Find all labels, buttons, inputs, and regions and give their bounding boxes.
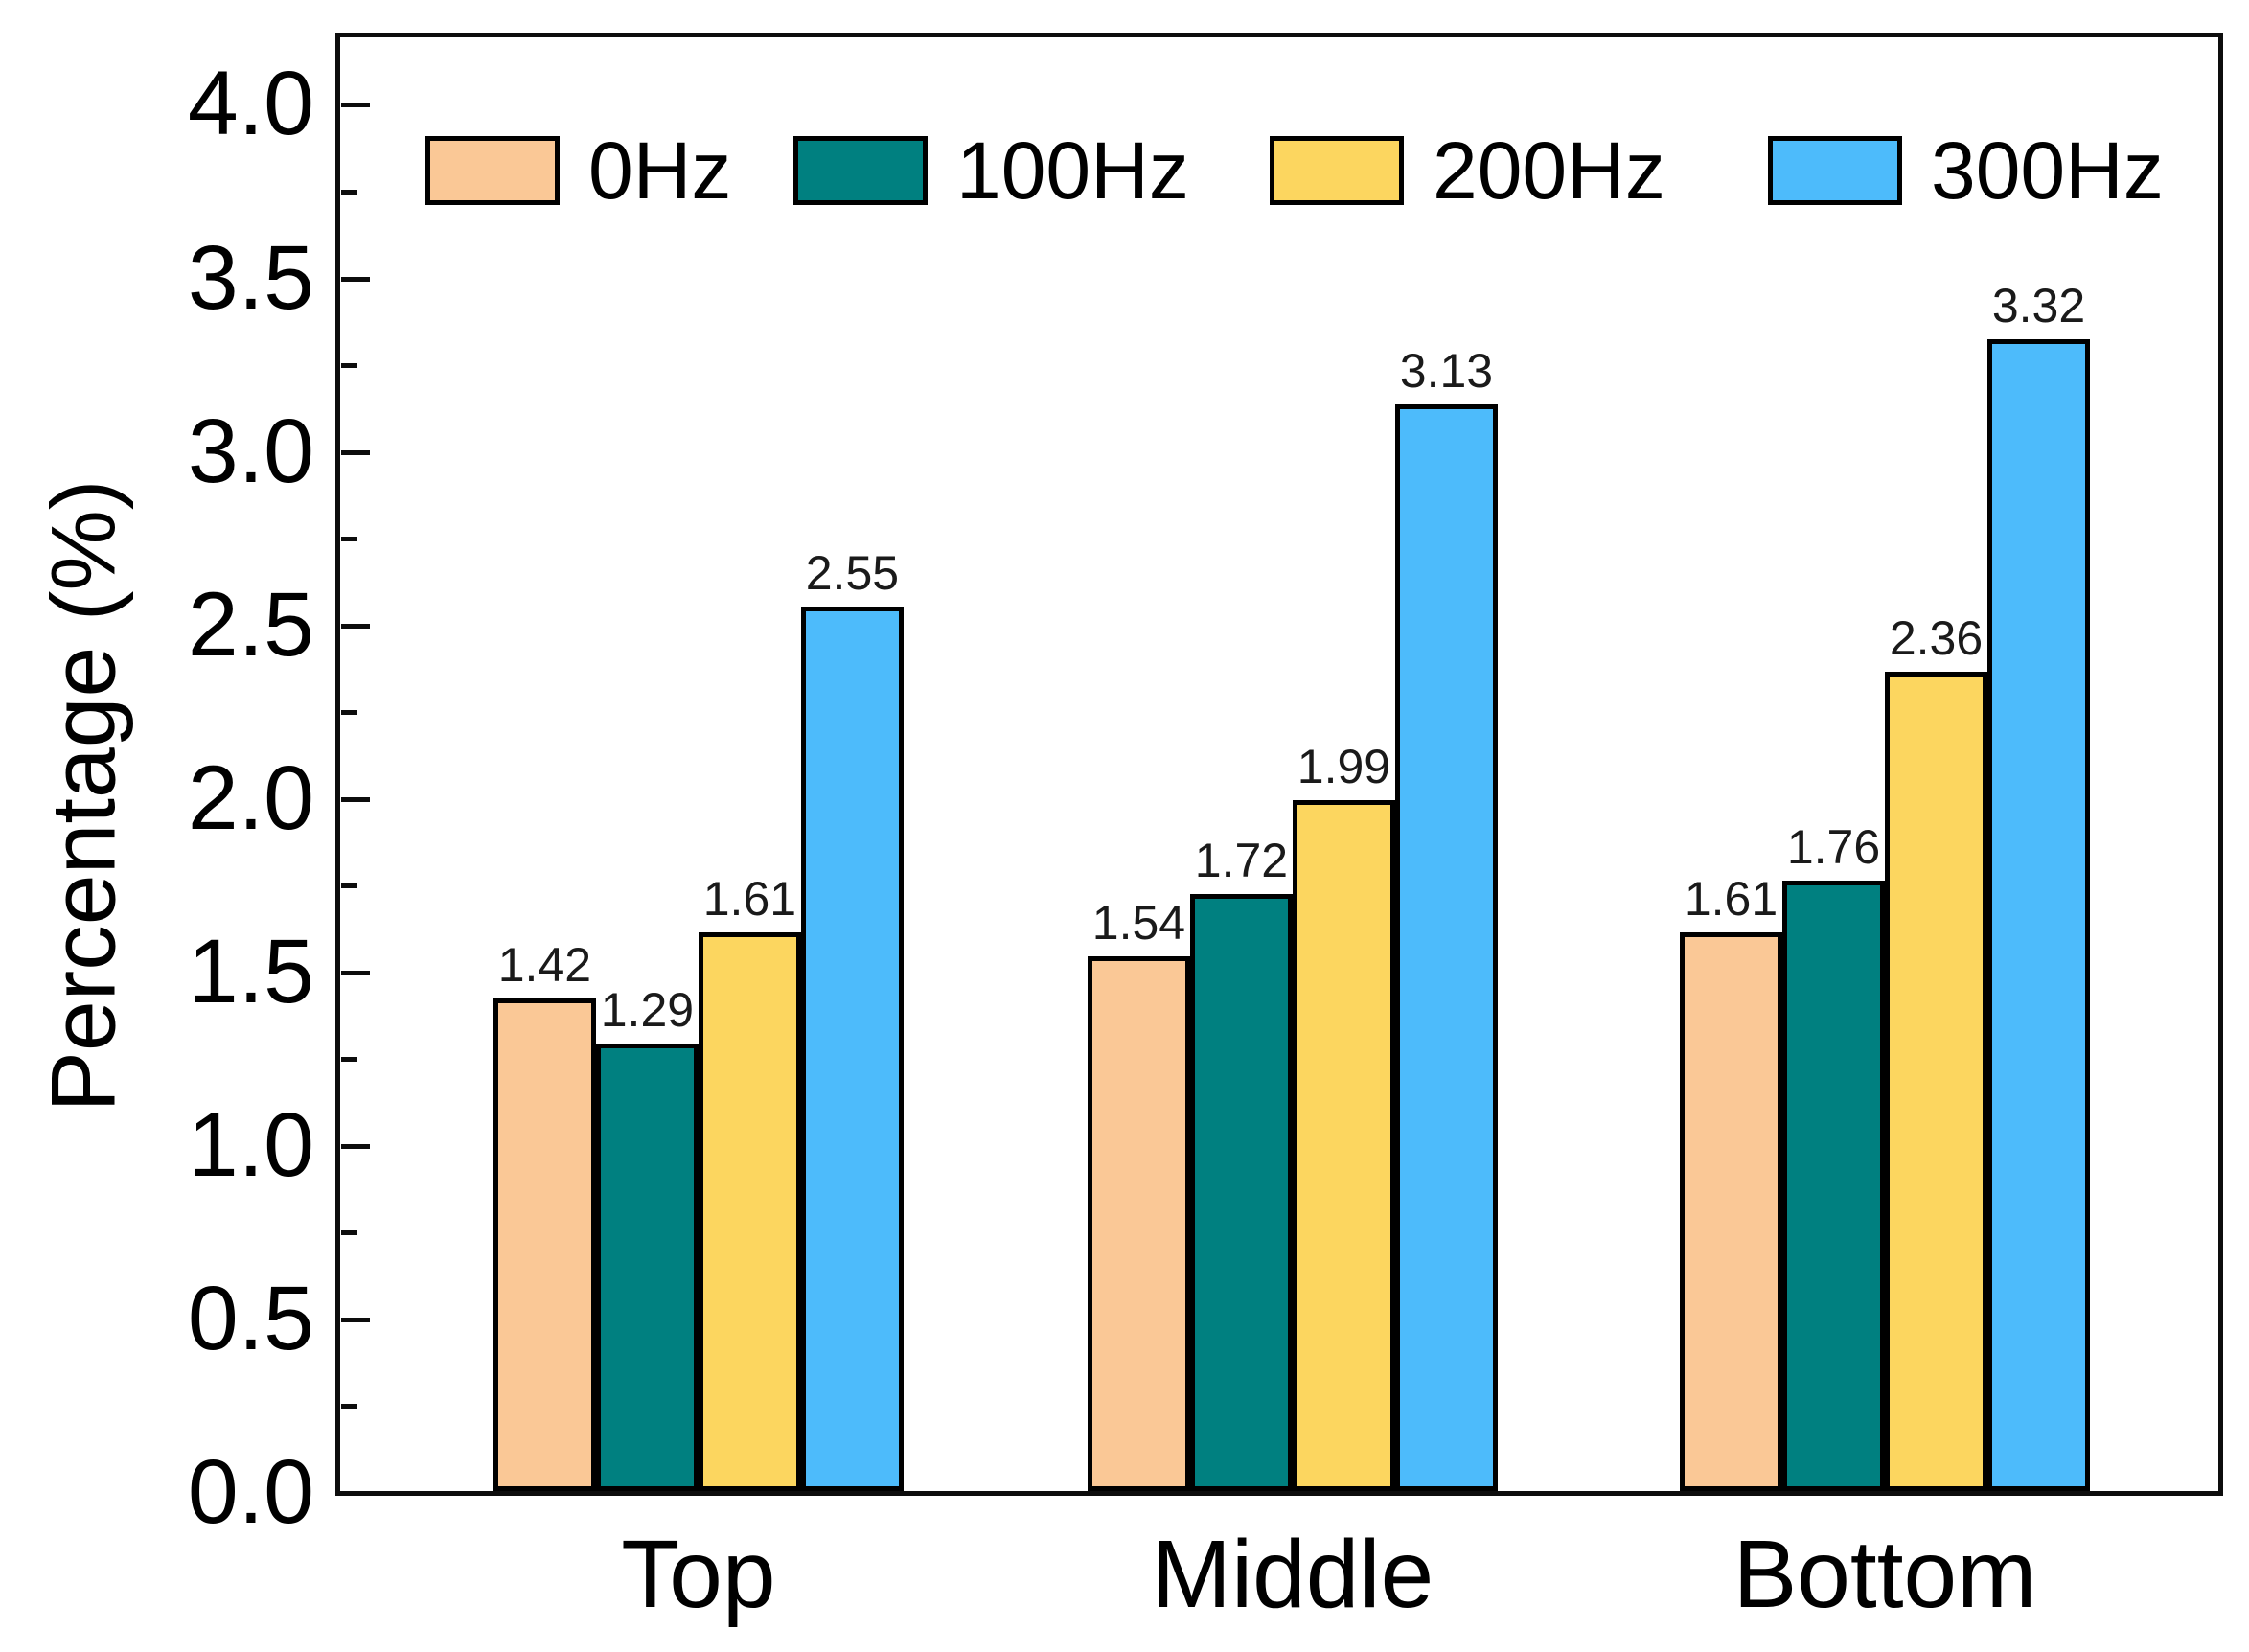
y-major-tick xyxy=(341,449,370,455)
y-tick-label: 0.5 xyxy=(187,1267,314,1369)
bar-value-label: 3.13 xyxy=(1399,344,1494,399)
bar-bottom-200hz xyxy=(1885,672,1987,1491)
legend-label: 200Hz xyxy=(1433,126,1665,216)
legend-swatch-200hz xyxy=(1270,136,1404,205)
legend-label: 100Hz xyxy=(956,126,1189,216)
y-tick-label: 3.5 xyxy=(187,226,314,329)
y-major-tick xyxy=(341,970,370,975)
bar-value-label: 1.76 xyxy=(1786,819,1881,874)
bar-value-label: 1.99 xyxy=(1297,740,1391,794)
bar-bottom-300hz xyxy=(1987,338,2090,1491)
y-minor-tick xyxy=(341,883,357,889)
y-tick-label: 4.0 xyxy=(187,53,314,155)
bar-middle-100hz xyxy=(1189,894,1293,1491)
x-category-label: Bottom xyxy=(1733,1521,2037,1628)
bar-value-label: 1.61 xyxy=(702,871,797,926)
y-tick-label: 1.0 xyxy=(187,1093,314,1196)
y-tick-label: 2.0 xyxy=(187,746,314,849)
bar-value-label: 1.72 xyxy=(1194,834,1289,888)
legend-item-100hz: 100Hz xyxy=(793,130,1189,211)
bar-value-label: 2.36 xyxy=(1889,611,1984,666)
y-minor-tick xyxy=(341,537,357,542)
bar-value-label: 1.42 xyxy=(497,937,592,992)
bar-value-label: 3.32 xyxy=(1991,278,2086,333)
bar-bottom-100hz xyxy=(1782,880,1885,1491)
legend-item-300hz: 300Hz xyxy=(1768,130,2164,211)
y-major-tick xyxy=(341,1317,370,1322)
legend-label: 300Hz xyxy=(1931,126,2164,216)
y-major-tick xyxy=(341,103,370,108)
bar-middle-200hz xyxy=(1292,800,1395,1491)
y-tick-label: 2.5 xyxy=(187,573,314,676)
y-major-tick xyxy=(341,1143,370,1149)
bar-middle-0hz xyxy=(1087,956,1190,1491)
y-minor-tick xyxy=(341,710,357,716)
y-tick-label: 0.0 xyxy=(187,1441,314,1543)
legend-swatch-300hz xyxy=(1768,136,1902,205)
y-minor-tick xyxy=(341,1057,357,1063)
y-major-tick xyxy=(341,276,370,282)
bar-bottom-0hz xyxy=(1680,931,1782,1491)
bar-top-100hz xyxy=(595,1043,699,1491)
x-category-label: Middle xyxy=(1151,1521,1434,1628)
bar-middle-300hz xyxy=(1394,404,1498,1491)
y-major-tick xyxy=(341,796,370,802)
bar-value-label: 2.55 xyxy=(805,545,900,600)
y-minor-tick xyxy=(341,189,357,195)
legend-item-200hz: 200Hz xyxy=(1270,130,1665,211)
legend-item-0hz: 0Hz xyxy=(425,130,731,211)
x-category-label: Top xyxy=(621,1521,776,1628)
legend-swatch-0hz xyxy=(425,136,560,205)
y-minor-tick xyxy=(341,1404,357,1410)
bar-value-label: 1.61 xyxy=(1684,871,1779,926)
y-minor-tick xyxy=(341,1230,357,1236)
bar-value-label: 1.29 xyxy=(600,982,695,1037)
y-minor-tick xyxy=(341,363,357,369)
legend-label: 0Hz xyxy=(588,126,732,216)
bar-top-0hz xyxy=(493,998,596,1491)
y-tick-label: 3.0 xyxy=(187,400,314,502)
bar-value-label: 1.54 xyxy=(1091,896,1186,951)
legend-swatch-100hz xyxy=(793,136,928,205)
bar-top-200hz xyxy=(698,931,801,1491)
y-tick-label: 1.5 xyxy=(187,920,314,1022)
bar-top-300hz xyxy=(800,606,904,1491)
y-major-tick xyxy=(341,623,370,629)
